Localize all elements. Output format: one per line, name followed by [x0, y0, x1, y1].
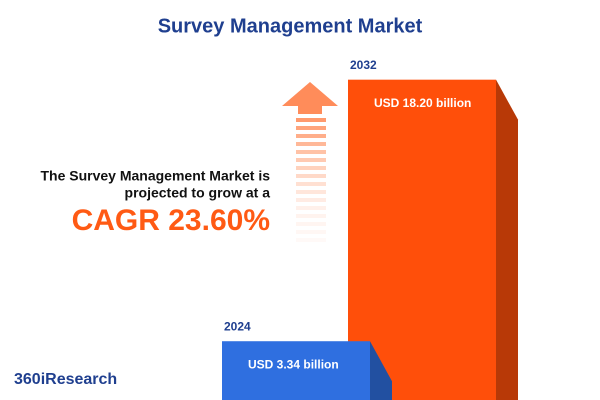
growth-arrow [282, 82, 338, 242]
value-label: USD 3.34 billion [248, 357, 339, 371]
chart-title: Survey Management Market [158, 15, 423, 37]
bar-side [496, 79, 518, 400]
annotation: The Survey Management Market is [40, 168, 270, 184]
value-label: USD 18.20 billion [374, 96, 471, 110]
brand: 360iResearch [14, 371, 117, 388]
annotation: projected to grow at a [125, 185, 271, 201]
bar [222, 341, 370, 400]
bars: USD 18.20 billion 2032 USD 3.34 billion 202… [222, 58, 518, 400]
category-label: 2024 [224, 319, 251, 333]
cagr: CAGR 23.60% [72, 204, 270, 237]
bar-side [370, 341, 392, 400]
category-label: 2032 [350, 58, 377, 72]
